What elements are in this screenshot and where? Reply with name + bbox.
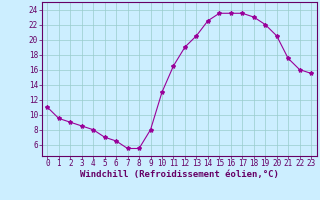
X-axis label: Windchill (Refroidissement éolien,°C): Windchill (Refroidissement éolien,°C) [80,170,279,179]
